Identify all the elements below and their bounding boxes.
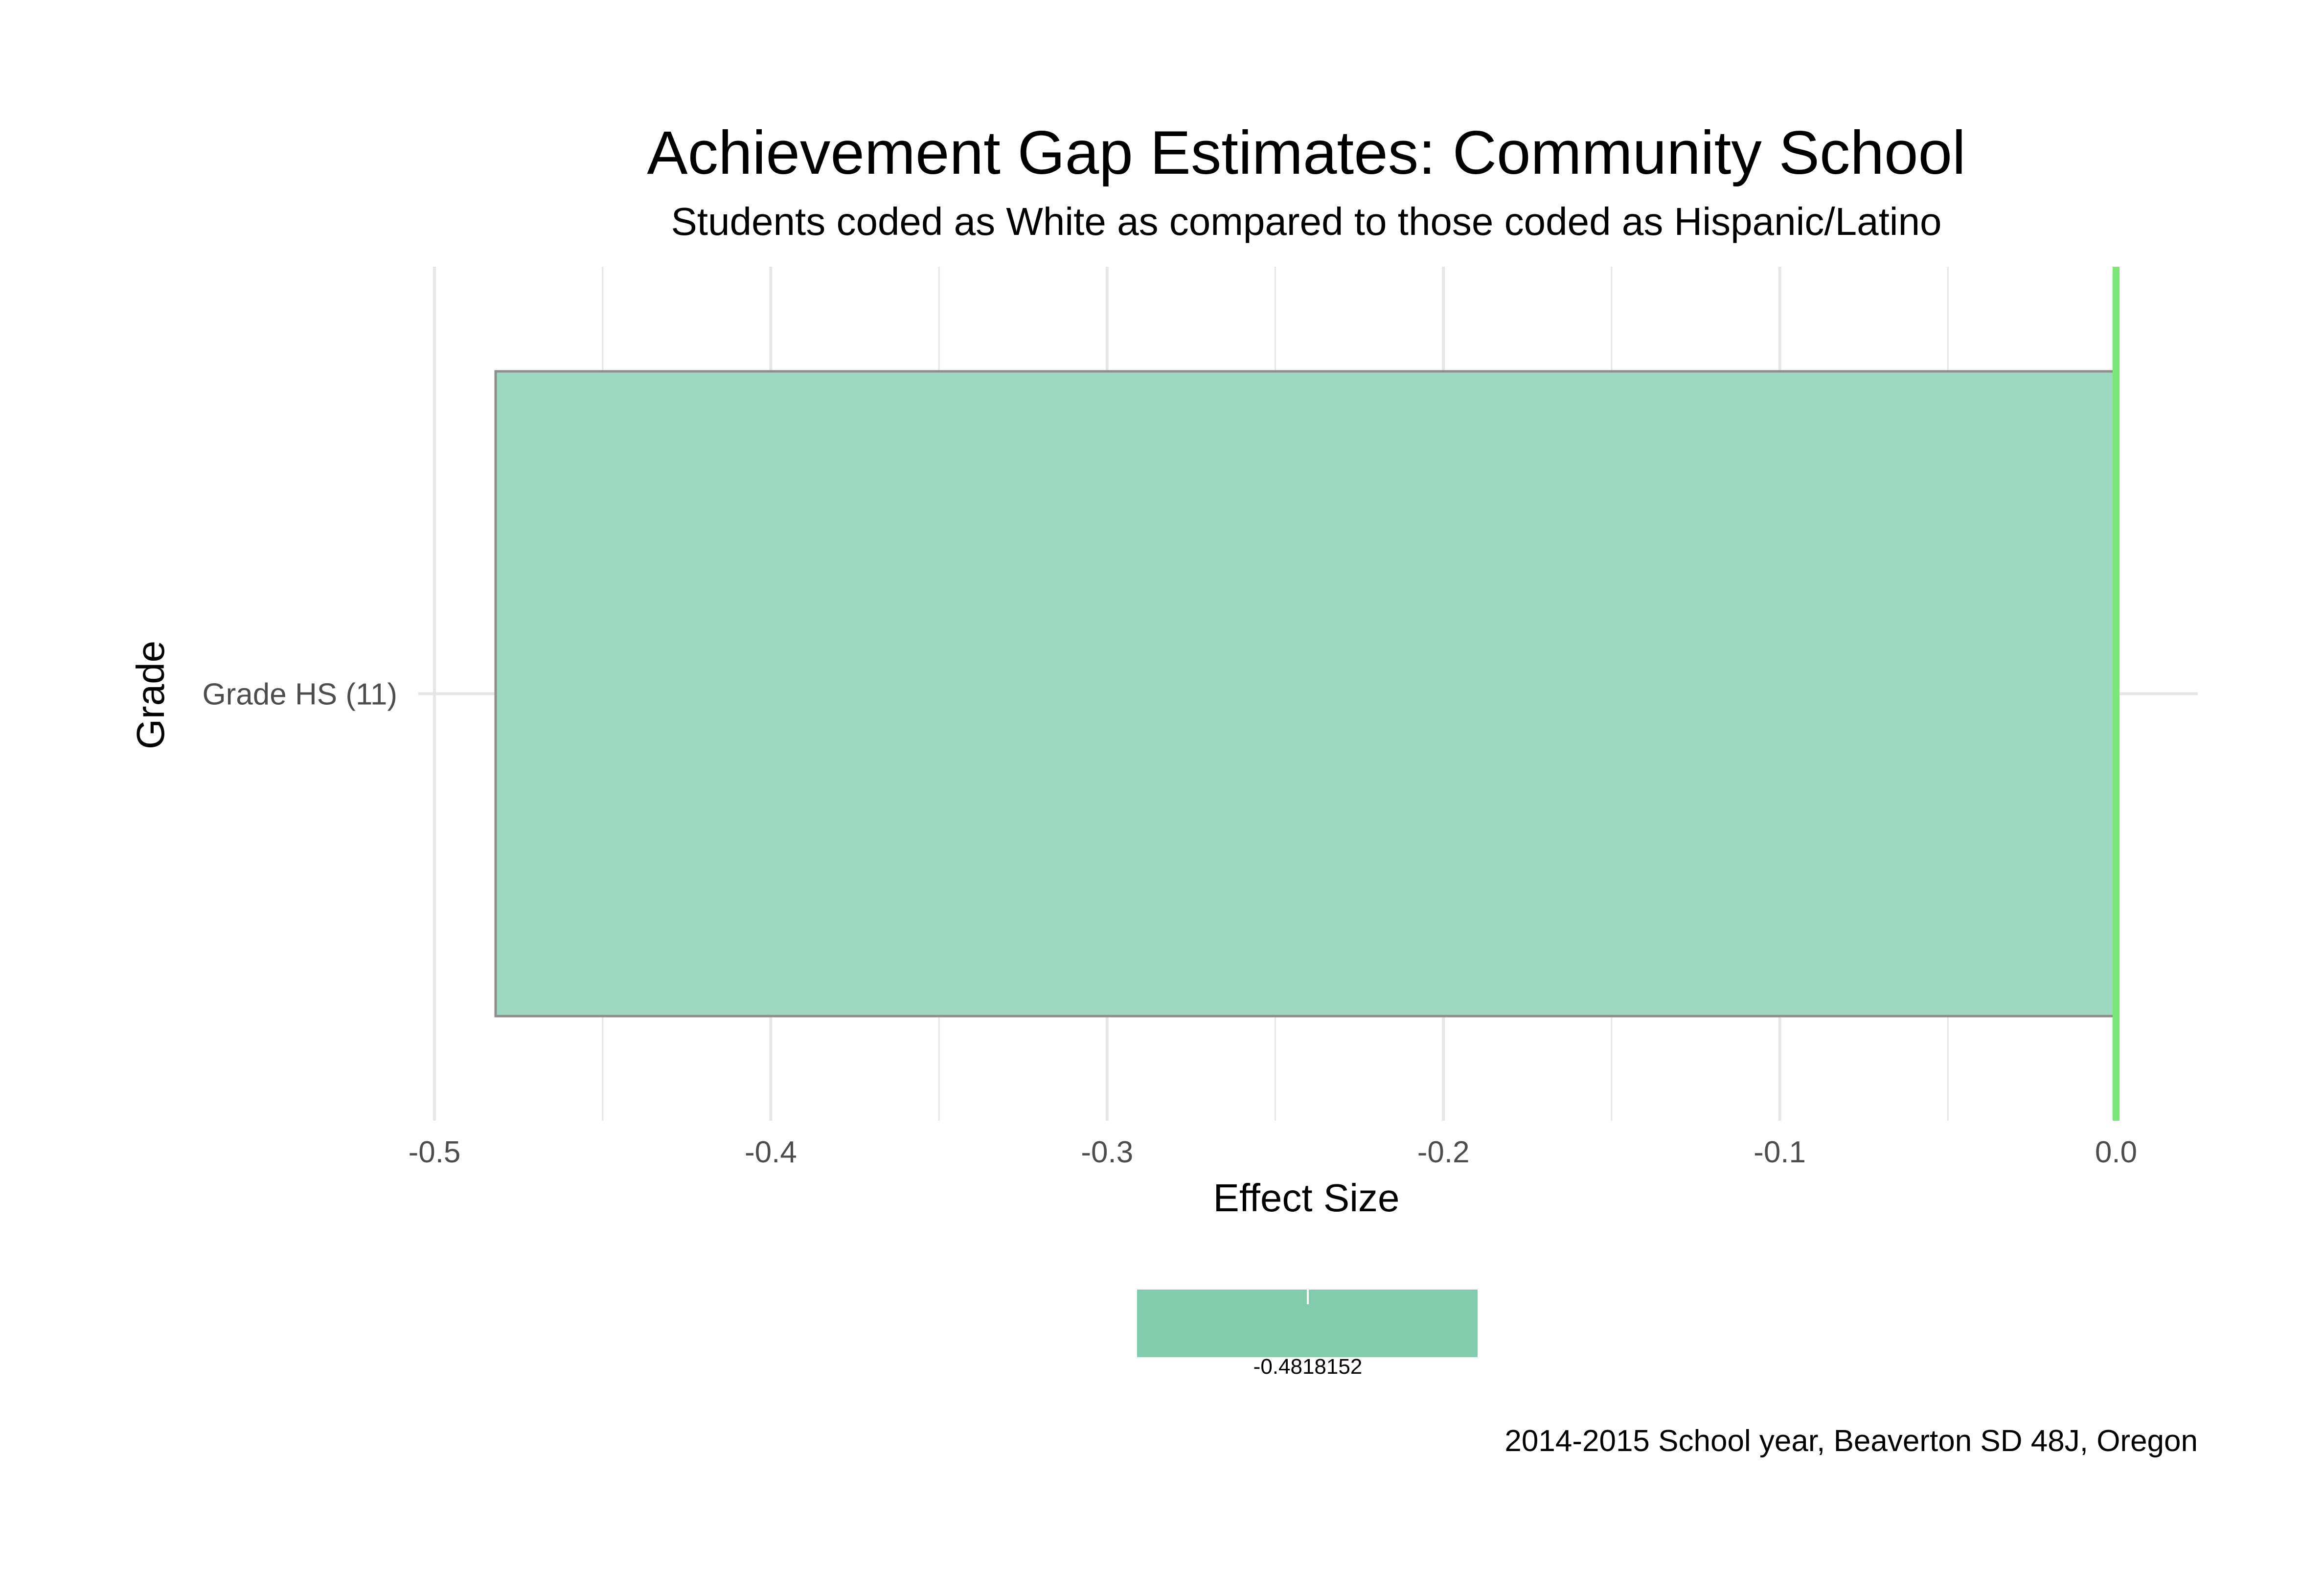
y-axis-title: Grade [129,641,172,749]
legend-label: -0.4818152 [1253,1355,1363,1379]
x-tick-label: -0.3 [1081,1135,1133,1169]
chart-caption: 2014-2015 School year, Beaverton SD 48J,… [1504,1424,2198,1458]
x-tick-label: 0.0 [2095,1135,2137,1169]
x-tick-label: -0.5 [409,1135,461,1169]
legend: -0.4818152 [1137,1290,1478,1379]
x-axis-title: Effect Size [1213,1176,1400,1220]
bar-grade-hs-11 [494,370,2118,1017]
y-tick-label: Grade HS (11) [202,678,397,712]
x-tick-label: -0.2 [1417,1135,1470,1169]
x-tick-label: -0.4 [745,1135,797,1169]
bar-layer [494,267,2119,1121]
chart-subtitle: Students coded as White as compared to t… [671,200,1941,243]
axis-layer: -0.5 -0.4 -0.3 -0.2 -0.1 0.0 Grade HS (11) [202,678,2137,1170]
x-tick-label: -0.1 [1754,1135,1806,1169]
chart-title: Achievement Gap Estimates: Community Sch… [647,119,1966,187]
